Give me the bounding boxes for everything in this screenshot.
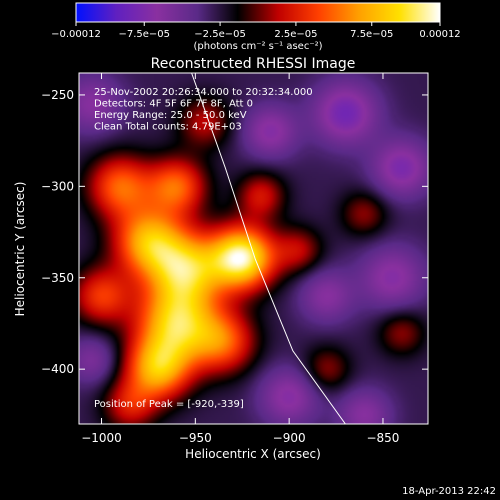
peak-position-label: Position of Peak = [-920,-339] xyxy=(94,399,244,410)
y-tick-label: −350 xyxy=(41,271,74,285)
heatmap-image xyxy=(79,73,428,424)
annotation-block: 25-Nov-2002 20:26:34.000 to 20:32:34.000… xyxy=(94,87,313,133)
annotation-line: Detectors: 4F 5F 6F 7F 8F, Att 0 xyxy=(94,99,253,110)
chart-title: Reconstructed RHESSI Image xyxy=(151,56,356,72)
x-axis-ticks: −1000 −950 −900 −850 xyxy=(81,73,399,445)
y-tick-label: −250 xyxy=(41,88,74,102)
colorbar-tick-label: 7.5e−05 xyxy=(350,29,393,40)
colorbar-tick-label: −2.5e−05 xyxy=(194,29,246,40)
y-tick-label: −400 xyxy=(41,362,74,376)
annotation-line: Energy Range: 25.0 - 50.0 keV xyxy=(94,110,247,121)
colorbar-tick-label: −0.00012 xyxy=(51,29,101,40)
y-axis-ticks: −250 −300 −350 −400 xyxy=(41,88,428,376)
colorbar-ticks: −0.00012 −7.5e−05 −2.5e−05 2.5e−05 7.5e−05 0.… xyxy=(51,22,461,40)
render-timestamp: 18-Apr-2013 22:42 xyxy=(402,486,496,497)
x-tick-label: −1000 xyxy=(81,431,122,445)
colorbar-tick-label: 0.00012 xyxy=(419,29,460,40)
colorbar-tick-label: 2.5e−05 xyxy=(274,29,317,40)
annotation-line: 25-Nov-2002 20:26:34.000 to 20:32:34.000 xyxy=(94,87,313,98)
plot-frame xyxy=(78,72,429,425)
x-tick-label: −900 xyxy=(273,431,306,445)
x-tick-label: −850 xyxy=(366,431,399,445)
plot-area: −1000 −950 −900 −850 −250 −300 −350 −400 xyxy=(41,72,429,445)
solar-limb-line xyxy=(191,73,346,424)
annotation-line: Clean Total counts: 4.79E+03 xyxy=(94,122,242,133)
y-tick-label: −300 xyxy=(41,179,74,193)
x-tick-label: −950 xyxy=(179,431,212,445)
colorbar: −0.00012 −7.5e−05 −2.5e−05 2.5e−05 7.5e−05 0.… xyxy=(51,2,461,52)
x-axis-label: Heliocentric X (arcsec) xyxy=(185,447,321,461)
colorbar-gradient xyxy=(75,2,441,23)
colorbar-unit-label: (photons cm⁻² s⁻¹ asec⁻²) xyxy=(193,41,322,52)
colorbar-tick-label: −7.5e−05 xyxy=(118,29,170,40)
y-axis-label: Heliocentric Y (arcsec) xyxy=(13,182,27,317)
